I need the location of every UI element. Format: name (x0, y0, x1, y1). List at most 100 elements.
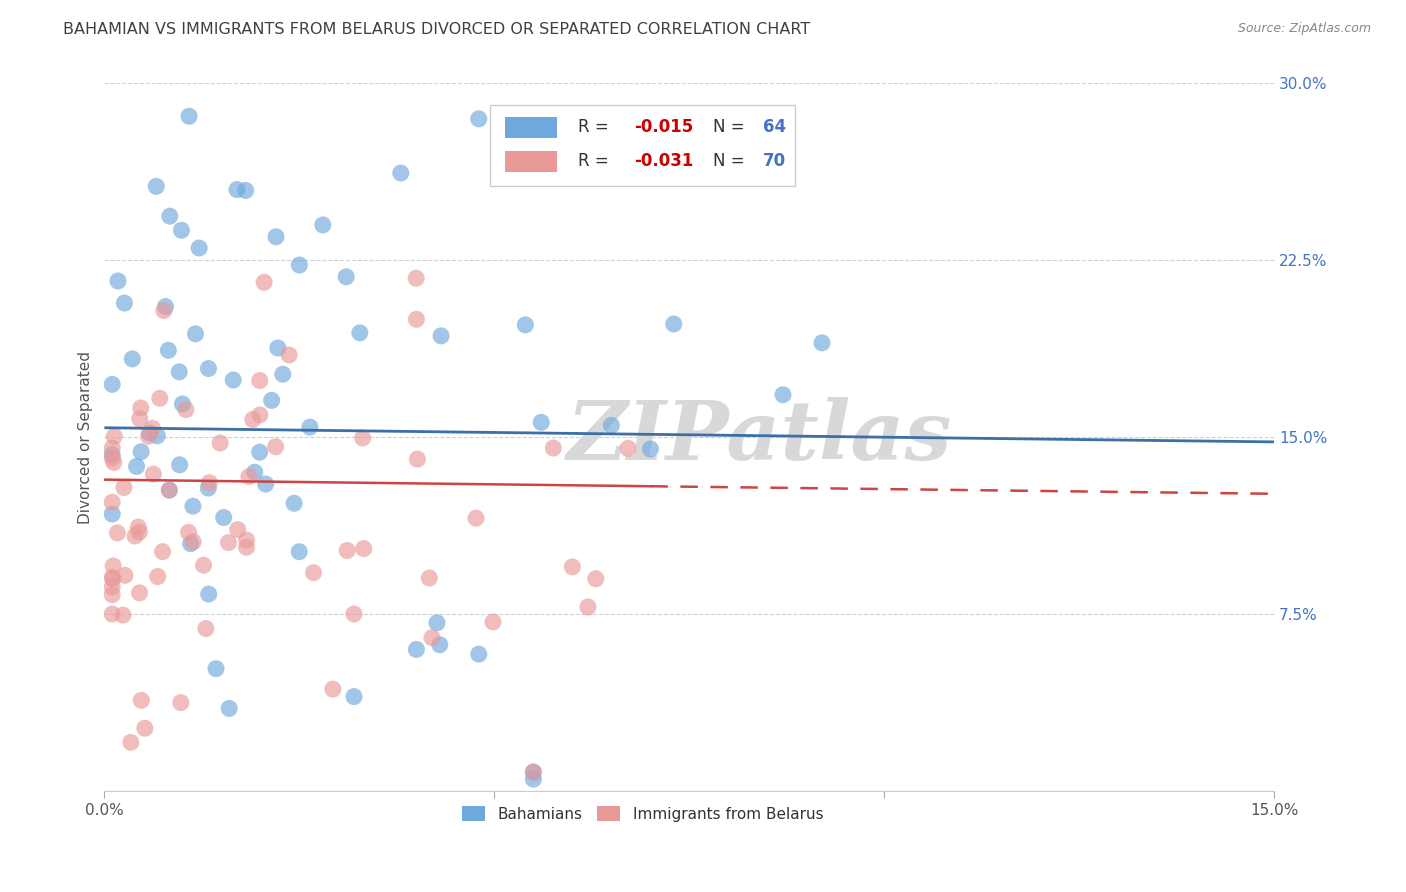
Point (145, 179, 167, 194)
Point (142, 467, 165, 481)
Point (128, 411, 150, 425)
Point (405, 642, 427, 657)
Point (617, 442, 640, 456)
Point (138, 425, 160, 440)
FancyBboxPatch shape (505, 117, 557, 138)
Point (177, 109, 200, 123)
Point (226, 183, 249, 197)
Point (159, 209, 181, 223)
Point (640, 442, 662, 456)
Point (260, 393, 283, 408)
Point (349, 326, 371, 340)
Point (157, 343, 180, 358)
Point (543, 441, 565, 455)
Point (217, 535, 239, 549)
Point (101, 450, 124, 465)
FancyBboxPatch shape (491, 104, 794, 186)
Point (226, 523, 249, 537)
Point (585, 572, 607, 586)
Text: R =: R = (578, 153, 614, 170)
Point (120, 735, 142, 749)
Point (264, 440, 287, 454)
Point (249, 445, 271, 459)
Point (522, 765, 544, 780)
Legend: Bahamians, Immigrants from Belarus: Bahamians, Immigrants from Belarus (454, 798, 831, 830)
Point (138, 429, 160, 443)
Point (177, 525, 200, 540)
Point (249, 408, 271, 422)
Text: ZIPatlas: ZIPatlas (567, 397, 952, 477)
Point (405, 312, 427, 326)
Point (101, 441, 124, 455)
Y-axis label: Divorced or Separated: Divorced or Separated (79, 351, 93, 524)
Point (181, 534, 204, 549)
Point (107, 274, 129, 288)
Point (103, 429, 125, 443)
Point (429, 638, 451, 652)
Point (194, 622, 217, 636)
Point (105, 525, 128, 540)
Point (152, 544, 174, 558)
Point (129, 444, 152, 458)
Point (146, 429, 169, 443)
Point (254, 477, 277, 491)
Point (149, 391, 172, 405)
Point (249, 374, 271, 388)
Point (343, 607, 366, 621)
Point (128, 586, 150, 600)
Point (101, 495, 124, 509)
Point (181, 499, 204, 513)
Point (103, 455, 125, 469)
Point (288, 545, 311, 559)
Point (174, 402, 197, 417)
Point (198, 475, 221, 490)
Point (772, 388, 794, 402)
Point (278, 348, 301, 362)
Point (271, 367, 294, 381)
FancyBboxPatch shape (505, 151, 557, 172)
Point (209, 436, 232, 450)
Point (218, 701, 240, 715)
Point (264, 229, 287, 244)
Point (121, 351, 143, 366)
Point (522, 772, 544, 786)
Point (188, 241, 211, 255)
Point (101, 558, 124, 573)
Text: -0.031: -0.031 (634, 153, 693, 170)
Point (167, 365, 190, 379)
Point (336, 543, 359, 558)
Point (235, 540, 257, 554)
Point (101, 507, 124, 521)
Point (101, 571, 124, 585)
Point (405, 271, 427, 285)
Point (101, 588, 124, 602)
Text: BAHAMIAN VS IMMIGRANTS FROM BELARUS DIVORCED OR SEPARATED CORRELATION CHART: BAHAMIAN VS IMMIGRANTS FROM BELARUS DIVO… (63, 22, 810, 37)
Point (172, 397, 194, 411)
Text: N =: N = (713, 119, 749, 136)
Point (322, 682, 344, 697)
Point (335, 269, 357, 284)
Point (312, 218, 335, 232)
Point (298, 420, 321, 434)
Point (426, 615, 449, 630)
Point (222, 373, 245, 387)
Point (561, 560, 583, 574)
Point (465, 511, 488, 525)
Point (430, 329, 453, 343)
Point (101, 377, 124, 392)
Point (811, 335, 834, 350)
Point (515, 318, 537, 332)
Point (184, 326, 207, 341)
Point (197, 361, 219, 376)
Point (197, 481, 219, 495)
Point (600, 418, 623, 433)
Point (131, 693, 153, 707)
Point (146, 569, 169, 583)
Point (420, 631, 443, 645)
Text: -0.015: -0.015 (634, 119, 693, 136)
Point (153, 303, 176, 318)
Text: 70: 70 (763, 153, 786, 170)
Point (157, 483, 180, 497)
Point (242, 412, 264, 426)
Point (576, 599, 599, 614)
